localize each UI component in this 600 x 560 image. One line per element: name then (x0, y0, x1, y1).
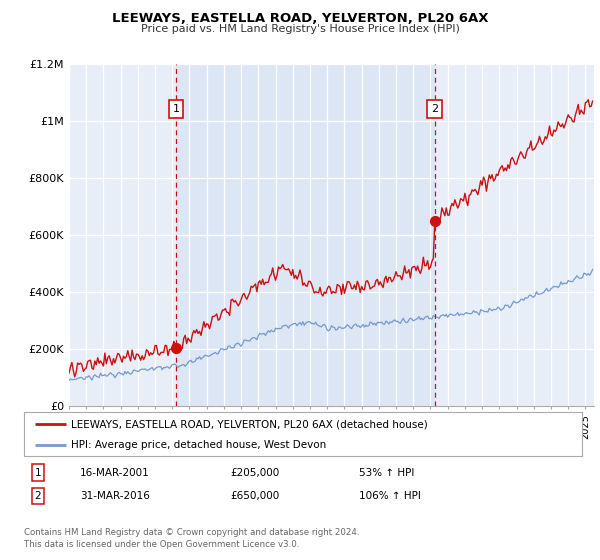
Text: HPI: Average price, detached house, West Devon: HPI: Average price, detached house, West… (71, 440, 326, 450)
Text: LEEWAYS, EASTELLA ROAD, YELVERTON, PL20 6AX (detached house): LEEWAYS, EASTELLA ROAD, YELVERTON, PL20 … (71, 419, 428, 429)
Text: 16-MAR-2001: 16-MAR-2001 (80, 468, 149, 478)
Text: Price paid vs. HM Land Registry's House Price Index (HPI): Price paid vs. HM Land Registry's House … (140, 24, 460, 34)
Text: 106% ↑ HPI: 106% ↑ HPI (359, 491, 421, 501)
Text: 31-MAR-2016: 31-MAR-2016 (80, 491, 149, 501)
Point (430, 217, 440, 226)
Text: 53% ↑ HPI: 53% ↑ HPI (359, 468, 414, 478)
Bar (176, 64, 435, 406)
Text: 1: 1 (172, 104, 179, 114)
Text: £205,000: £205,000 (230, 468, 280, 478)
Text: 2: 2 (35, 491, 41, 501)
Text: 2: 2 (431, 104, 439, 114)
Text: Contains HM Land Registry data © Crown copyright and database right 2024.: Contains HM Land Registry data © Crown c… (24, 528, 359, 536)
Text: LEEWAYS, EASTELLA ROAD, YELVERTON, PL20 6AX: LEEWAYS, EASTELLA ROAD, YELVERTON, PL20 … (112, 12, 488, 25)
Text: 1: 1 (35, 468, 41, 478)
Text: £650,000: £650,000 (230, 491, 280, 501)
Text: This data is licensed under the Open Government Licence v3.0.: This data is licensed under the Open Gov… (24, 540, 299, 549)
Point (171, 343, 181, 352)
